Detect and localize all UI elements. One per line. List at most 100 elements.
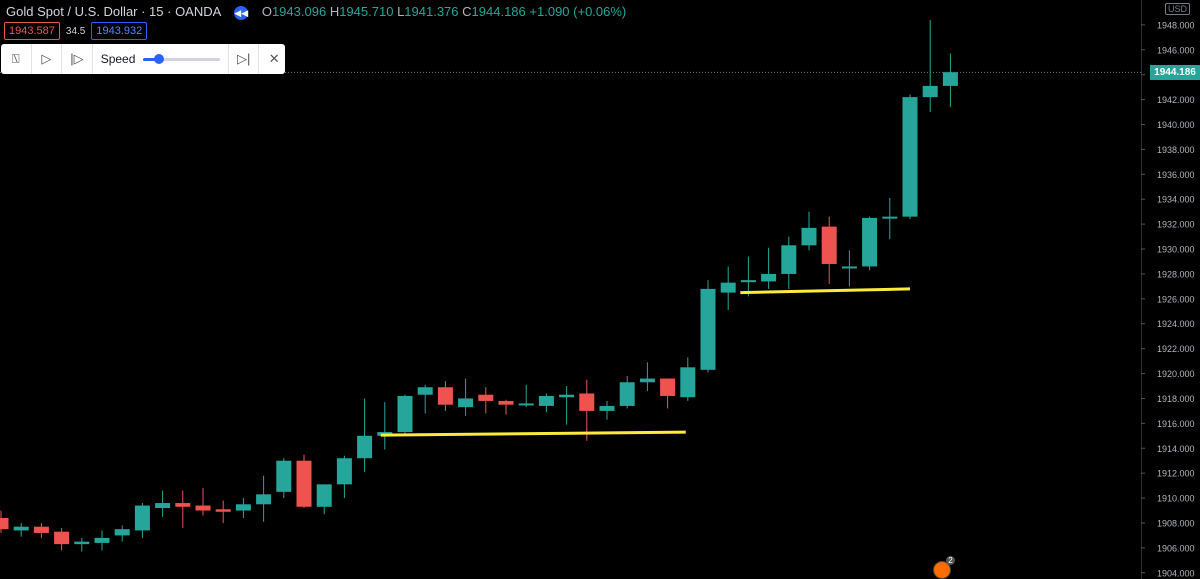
close-key: C [462,4,472,19]
y-tick-label: 1928.000 [1157,269,1195,279]
candle-body [458,398,474,408]
trendline [740,287,911,295]
y-tick-label: 1924.000 [1157,319,1195,329]
y-tick-label: 1946.000 [1157,45,1195,55]
candle-body [437,387,453,405]
y-tick-label: 1910.000 [1157,494,1195,504]
symbol-title[interactable]: Gold Spot / U.S. Dollar · 15 · OANDA [6,4,221,19]
divider [30,44,32,74]
candle-body [215,509,231,512]
candle-body [276,460,292,492]
y-tick-label: 1932.000 [1157,220,1195,230]
close-icon[interactable]: ✕ [268,51,280,66]
candle-body [700,288,716,370]
y-tick-label: 1940.000 [1157,120,1195,130]
candle-body [559,394,575,398]
speed-slider[interactable] [143,53,220,64]
candle-body [660,378,676,396]
candle-body [942,72,958,86]
candle-body [316,484,332,507]
candle-body [680,367,696,398]
y-tick-label: 1914.000 [1157,444,1195,454]
replay-toolbar: ⍂ ▷ |▷ Speed ▷| ✕ [1,44,285,74]
divider [227,44,229,74]
candle-body [781,245,797,274]
symbol-legend: Gold Spot / U.S. Dollar · 15 · OANDA ◀◀ … [6,4,626,20]
buy-button[interactable]: 1943.932 [91,22,148,40]
candle-body [538,395,554,406]
y-tick-label: 1936.000 [1157,170,1195,180]
candle-body [821,226,837,264]
candle-body [579,393,595,411]
sell-button[interactable]: 1943.587 [4,22,60,40]
speed-slider-knob[interactable] [153,53,164,64]
candle-body [619,382,635,406]
divider [61,44,63,74]
candle-body [882,216,898,219]
candle-body [599,405,615,411]
candle-body [0,517,9,530]
candle-body [296,460,312,507]
y-tick-label: 1922.000 [1157,344,1195,354]
candle-body [54,531,70,545]
candle-body [74,541,90,545]
candle-body [518,403,534,406]
quote-row: 1943.587 34.5 1943.932 [4,22,148,40]
candle-body [175,503,191,507]
candle-body [720,282,736,293]
y-tick-label: 1904.000 [1157,568,1195,578]
y-tick-label: 1938.000 [1157,145,1195,155]
select-bar-icon[interactable]: ⍂ [11,51,20,66]
candle-body [235,504,251,511]
candle-body [498,400,514,405]
y-tick-label: 1916.000 [1157,419,1195,429]
candle-body [94,537,110,543]
y-tick-label: 1912.000 [1157,469,1195,479]
trendline [380,430,686,437]
candle-body [902,97,918,217]
candle-body [417,387,433,395]
divider [258,44,260,74]
divider [91,44,93,74]
spread-value: 34.5 [65,26,86,37]
low-key: L [397,4,405,19]
candle-body [357,435,373,459]
y-tick-label: 1934.000 [1157,195,1195,205]
speed-label: Speed [100,52,136,66]
rewind-icon[interactable]: ◀◀ [234,5,249,20]
candle-body [13,526,29,531]
candle-body [195,505,211,511]
candle-body [336,458,352,485]
low-value: 1941.376 [404,4,459,19]
candle-body [114,529,130,536]
candle-body [801,227,817,246]
jump-to-realtime-icon[interactable]: ▷| [236,51,251,66]
high-value: 1945.710 [339,4,394,19]
change-value: +1.090 (+0.06%) [529,4,627,19]
event-count-badge: 2 [946,556,955,565]
y-tick-label: 1948.000 [1157,20,1195,30]
y-tick-label: 1908.000 [1157,518,1195,528]
candle-body [478,394,494,401]
candle-body [155,503,171,509]
candle-body [134,505,150,531]
candle-body [740,280,756,283]
currency-button[interactable]: USD [1165,3,1191,15]
candle-body [33,526,49,533]
high-key: H [329,4,340,19]
open-value: 1943.096 [271,4,327,19]
y-tick-label: 1906.000 [1157,543,1195,553]
y-tick-label: 1926.000 [1157,294,1195,304]
step-forward-icon[interactable]: |▷ [70,51,84,66]
open-key: O [261,4,272,19]
candle-body [256,494,272,505]
play-icon[interactable]: ▷ [41,51,52,66]
candle-body [397,395,413,433]
y-tick-label: 1942.000 [1157,95,1195,105]
y-tick-label: 1920.000 [1157,369,1195,379]
y-tick-label: 1918.000 [1157,394,1195,404]
y-tick-label: 1930.000 [1157,245,1195,255]
candle-body [862,217,878,267]
candle-body [639,378,655,383]
